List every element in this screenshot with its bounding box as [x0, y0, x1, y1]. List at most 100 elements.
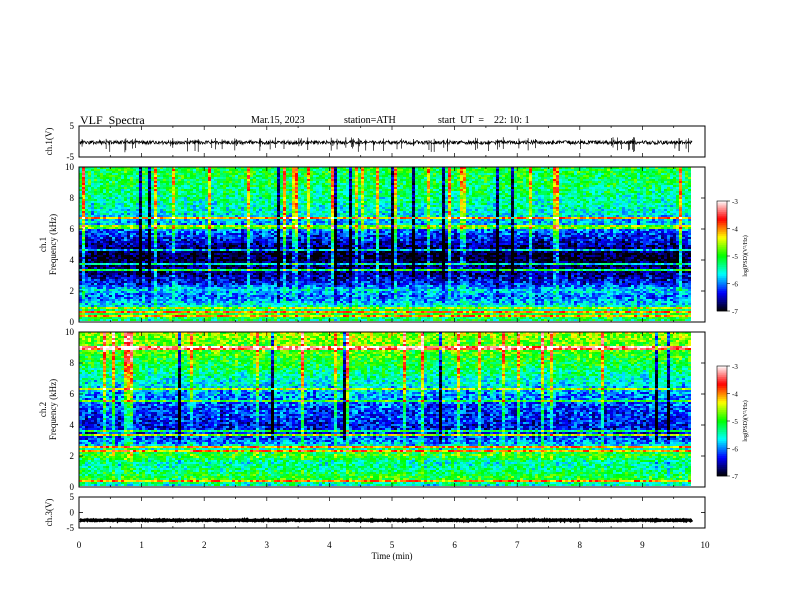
x-tick-label: 2 [202, 540, 207, 550]
y-tick-label: 5 [70, 492, 75, 502]
colorbar-tick-label: -6 [732, 281, 738, 289]
colorbar-cell [717, 296, 727, 298]
colorbar-tick-label: -7 [732, 308, 738, 316]
colorbar-cell [717, 472, 727, 474]
colorbar-cell [717, 430, 727, 432]
colorbar-cell [717, 284, 727, 286]
colorbar-cell [717, 225, 727, 227]
y-tick-label: 6 [70, 389, 75, 399]
colorbar-cell [717, 434, 727, 436]
x-tick-label: 10 [701, 540, 711, 550]
colorbar-cell [717, 427, 727, 429]
colorbar-cell [717, 439, 727, 441]
y-tick-label: 0 [70, 482, 75, 492]
x-tick-label: 5 [390, 540, 395, 550]
colorbar-cell [717, 212, 727, 214]
colorbar-cell [717, 219, 727, 221]
colorbar-cell [717, 469, 727, 471]
colorbar-cell [717, 238, 727, 240]
colorbar-cell [717, 289, 727, 291]
colorbar-cell [717, 273, 727, 275]
colorbar-cell [717, 274, 727, 276]
y-axis-label-3: ch.2Frequency (kHz) [38, 379, 58, 440]
y-axis-label-2: ch.1Frequency (kHz) [38, 214, 58, 275]
colorbar-tick-label: -6 [732, 446, 738, 454]
colorbar-cell [717, 203, 727, 205]
colorbar-cell [717, 302, 727, 304]
x-tick-label: 8 [578, 540, 583, 550]
colorbar-cell [717, 234, 727, 236]
waveform-line-1 [80, 141, 692, 145]
colorbar-cell [717, 392, 727, 394]
colorbar-cell [717, 463, 727, 465]
colorbar-cell [717, 218, 727, 220]
x-axis-label: Time (min) [372, 551, 413, 561]
colorbar-cell [717, 456, 727, 458]
y-tick-label: -5 [67, 523, 75, 533]
colorbar-cell [717, 471, 727, 473]
colorbar-cell [717, 298, 727, 300]
colorbar-cell [717, 458, 727, 460]
colorbar-cell [717, 208, 727, 210]
colorbar-cell [717, 287, 727, 289]
colorbar-cell [717, 254, 727, 256]
colorbar-cell [717, 267, 727, 269]
y-tick-label: 6 [70, 224, 75, 234]
y-axis-label-1: ch.1(V) [44, 128, 54, 156]
colorbar-cell [717, 291, 727, 293]
colorbar-cell [717, 408, 727, 410]
colorbar-cell [717, 395, 727, 397]
y-tick-label: -5 [67, 152, 75, 162]
colorbar-cell [717, 370, 727, 372]
colorbar-cell [717, 373, 727, 375]
x-tick-label: 3 [265, 540, 270, 550]
colorbar-cell [717, 461, 727, 463]
colorbar-cell [717, 304, 727, 306]
colorbar-cell [717, 397, 727, 399]
colorbar-cell [717, 227, 727, 229]
colorbar-cell [717, 252, 727, 254]
colorbar-cell [717, 425, 727, 427]
colorbar-cell [717, 399, 727, 401]
colorbar-cell [717, 384, 727, 386]
colorbar-cell [717, 221, 727, 223]
colorbar-cell [717, 251, 727, 253]
y-tick-label: 4 [70, 420, 75, 430]
colorbar-cell [717, 381, 727, 383]
colorbar-tick-label: -4 [732, 391, 738, 399]
colorbar-cell [717, 306, 727, 308]
x-tick-label: 0 [77, 540, 82, 550]
colorbar-label-1: log(PSD)(V²/Hz) [742, 235, 749, 276]
colorbar-cell [717, 465, 727, 467]
y-tick-label: 2 [70, 286, 75, 296]
colorbar-cell [717, 260, 727, 262]
colorbar-cell [717, 410, 727, 412]
colorbar-cell [717, 375, 727, 377]
colorbar-cell [717, 403, 727, 405]
y-tick-label: 10 [65, 327, 75, 337]
x-tick-label: 4 [327, 540, 332, 550]
colorbar-cell [717, 445, 727, 447]
colorbar-cell [717, 443, 727, 445]
panel-frame-4 [79, 497, 705, 528]
colorbar-cell [717, 438, 727, 440]
colorbar-cell [717, 295, 727, 297]
colorbar-cell [717, 276, 727, 278]
colorbar-cell [717, 278, 727, 280]
x-tick-label: 7 [515, 540, 520, 550]
colorbar-cell [717, 379, 727, 381]
colorbar-cell [717, 256, 727, 258]
colorbar-cell [717, 223, 727, 225]
colorbar-cell [717, 263, 727, 265]
colorbar-cell [717, 417, 727, 419]
colorbar-cell [717, 368, 727, 370]
y-tick-label: 4 [70, 255, 75, 265]
colorbar-cell [717, 307, 727, 309]
colorbar-tick-label: -7 [732, 473, 738, 481]
colorbar-cell [717, 247, 727, 249]
colorbar-cell [717, 207, 727, 209]
y-tick-label: 5 [70, 121, 75, 131]
colorbar-cell [717, 271, 727, 273]
colorbar-cell [717, 280, 727, 282]
y-tick-label: 2 [70, 451, 75, 461]
